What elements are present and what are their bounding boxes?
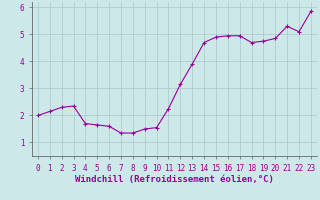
X-axis label: Windchill (Refroidissement éolien,°C): Windchill (Refroidissement éolien,°C)	[75, 175, 274, 184]
